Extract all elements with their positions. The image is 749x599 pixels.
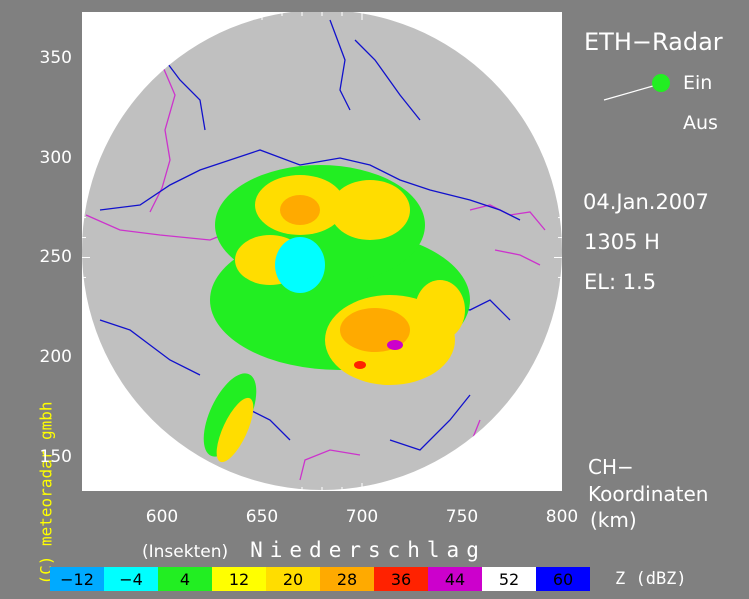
axis-ticks xyxy=(82,12,562,491)
precip-label: Niederschlag xyxy=(250,538,486,562)
legend-class: 60 xyxy=(536,567,590,591)
radar-title: ETH−Radar xyxy=(584,28,723,56)
coords-label-line1: CH− xyxy=(588,455,634,479)
y-tick-label: 200 xyxy=(39,347,72,368)
color-legend: −12 −4 4 12 20 28 36 44 52 60 xyxy=(50,567,590,591)
y-tick-label: 250 xyxy=(39,247,72,268)
legend-caption: (Insekten) Niederschlag xyxy=(142,538,486,562)
y-tick-label: 350 xyxy=(39,47,72,68)
elevation-label: EL: 1.5 xyxy=(584,270,657,294)
x-tick-label: 700 xyxy=(345,507,379,527)
time-label: 1305 H xyxy=(584,230,660,254)
legend-class: 20 xyxy=(266,567,320,591)
legend-class: 52 xyxy=(482,567,536,591)
date-label: 04.Jan.2007 xyxy=(583,190,709,214)
x-tick-label: 750 xyxy=(445,507,479,527)
toggle-pointer-line xyxy=(603,83,661,101)
legend-class: −4 xyxy=(104,567,158,591)
rivers-lakes xyxy=(99,19,521,451)
insects-label: (Insekten) xyxy=(142,542,229,562)
legend-class: 44 xyxy=(428,567,482,591)
x-tick-label: 600 xyxy=(145,507,179,527)
y-tick-label: 150 xyxy=(39,447,72,468)
toggle-on-indicator[interactable] xyxy=(652,74,670,92)
legend-class: 4 xyxy=(158,567,212,591)
legend-class: 36 xyxy=(374,567,428,591)
y-tick-label: 300 xyxy=(39,147,72,168)
precipitation-echoes xyxy=(203,165,470,463)
toggle-off-label[interactable]: Aus xyxy=(683,112,718,134)
x-tick-label: 650 xyxy=(245,507,279,527)
x-tick-label: 800 xyxy=(545,507,579,527)
toggle-on-label[interactable]: Ein xyxy=(683,72,713,94)
legend-class: 28 xyxy=(320,567,374,591)
legend-class: 12 xyxy=(212,567,266,591)
coords-label-line3: (km) xyxy=(590,508,637,532)
legend-class: −12 xyxy=(50,567,104,591)
legend-unit-label: Z (dBZ) xyxy=(615,569,687,589)
coords-label-line2: Koordinaten xyxy=(588,482,709,506)
geography-layer xyxy=(85,19,546,481)
